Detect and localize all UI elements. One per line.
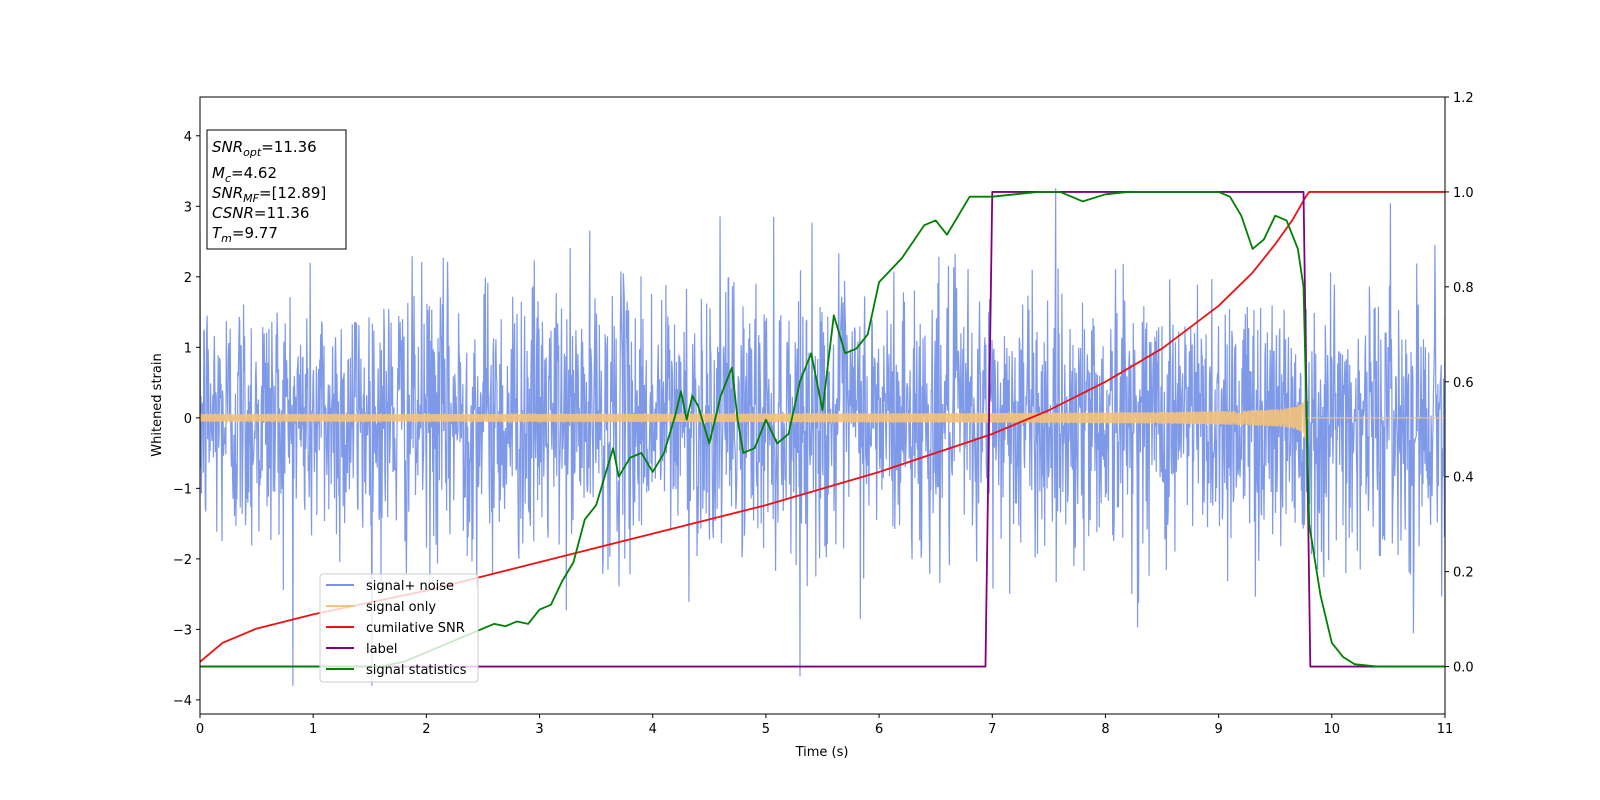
stats-snr-mf-value: =[12.89] [259,184,326,202]
series-signal-only [200,399,1445,438]
y-left-tick-label: −4 [173,694,192,709]
series-signal-noise [200,188,1445,686]
stats-tm-base: T [212,224,223,242]
stats-snr-opt-sub: opt [243,146,262,159]
stats-tm-sub: m [221,232,232,245]
legend-label-signal-statistics: signal statistics [366,663,467,678]
x-tick-label: 6 [875,722,883,737]
stats-tm-value: =9.77 [232,224,278,242]
stats-mc-sub: c [225,172,231,185]
x-tick-label: 11 [1437,722,1454,737]
y-left-tick-label: −3 [173,623,192,638]
y-right-tick-label: 0.6 [1453,376,1474,391]
y-axis-right: 0.0 0.2 0.4 0.6 0.8 1.0 1.2 [1445,91,1474,676]
y-left-tick-label: 3 [184,200,192,215]
stats-snr-mf-base: SNR [212,184,243,202]
y-right-tick-label: 0.4 [1453,471,1474,486]
x-tick-label: 9 [1214,722,1222,737]
stats-snr-opt-base: SNR [212,138,243,156]
stats-mc: Mc=4.62 [212,164,277,185]
stats-mc-value: =4.62 [231,164,277,182]
y-left-tick-label: −1 [173,482,192,497]
plot-frame [199,96,1446,715]
x-tick-label: 10 [1324,722,1341,737]
y-right-tick-label: 0.8 [1453,281,1474,296]
y-right-tick-label: 1.0 [1453,186,1474,201]
y-right-tick-label: 1.2 [1453,91,1474,106]
y-axis-label: Whitened strain [150,353,165,456]
legend-label-signal-noise: signal+ noise [366,579,454,594]
x-tick-label: 3 [535,722,543,737]
y-left-tick-label: 2 [184,271,192,286]
x-tick-label: 1 [309,722,317,737]
legend: signal+ noise signal only cumilative SNR… [319,573,479,683]
y-left-tick-label: 0 [184,412,192,427]
y-left-tick-label: 1 [184,341,192,356]
y-right-tick-label: 0.0 [1453,661,1474,676]
x-tick-label: 5 [762,722,770,737]
stats-snr-mf: SNRMF=[12.89] [212,184,326,205]
stats-csnr: CSNR=11.36 [212,204,309,222]
legend-label-signal-only: signal only [366,600,436,615]
x-axis-label: Time (s) [795,745,849,760]
x-tick-label: 0 [196,722,204,737]
x-tick-label: 4 [649,722,657,737]
legend-frame [319,573,479,683]
stats-snr-opt-value: =11.36 [261,138,317,156]
y-left-tick-label: 4 [184,130,192,145]
x-axis: 0 1 2 3 4 5 6 7 8 9 10 11 [196,714,1453,737]
stats-tm: Tm=9.77 [212,224,278,245]
stats-snr-mf-sub: MF [243,192,259,205]
stats-mc-base: M [212,164,225,182]
y-right-tick-label: 0.2 [1453,566,1474,581]
y-left-tick-label: −2 [173,553,192,568]
stats-box: SNRopt=11.36 Mc=4.62 SNRMF=[12.89] CSNR=… [206,129,347,250]
stats-box-frame [206,129,347,250]
stats-csnr-value: =11.36 [254,204,310,222]
stats-csnr-base: CSNR [212,204,254,222]
stats-snr-opt: SNRopt=11.36 [212,138,317,159]
x-tick-label: 8 [1101,722,1109,737]
x-tick-label: 7 [988,722,996,737]
series-signal-statistics [200,191,1445,668]
legend-label-label: label [366,642,397,657]
legend-label-cumulative-snr: cumilative SNR [366,621,465,636]
y-axis-left: −4 −3 −2 −1 0 1 2 3 4 [173,130,200,709]
x-tick-label: 2 [422,722,430,737]
